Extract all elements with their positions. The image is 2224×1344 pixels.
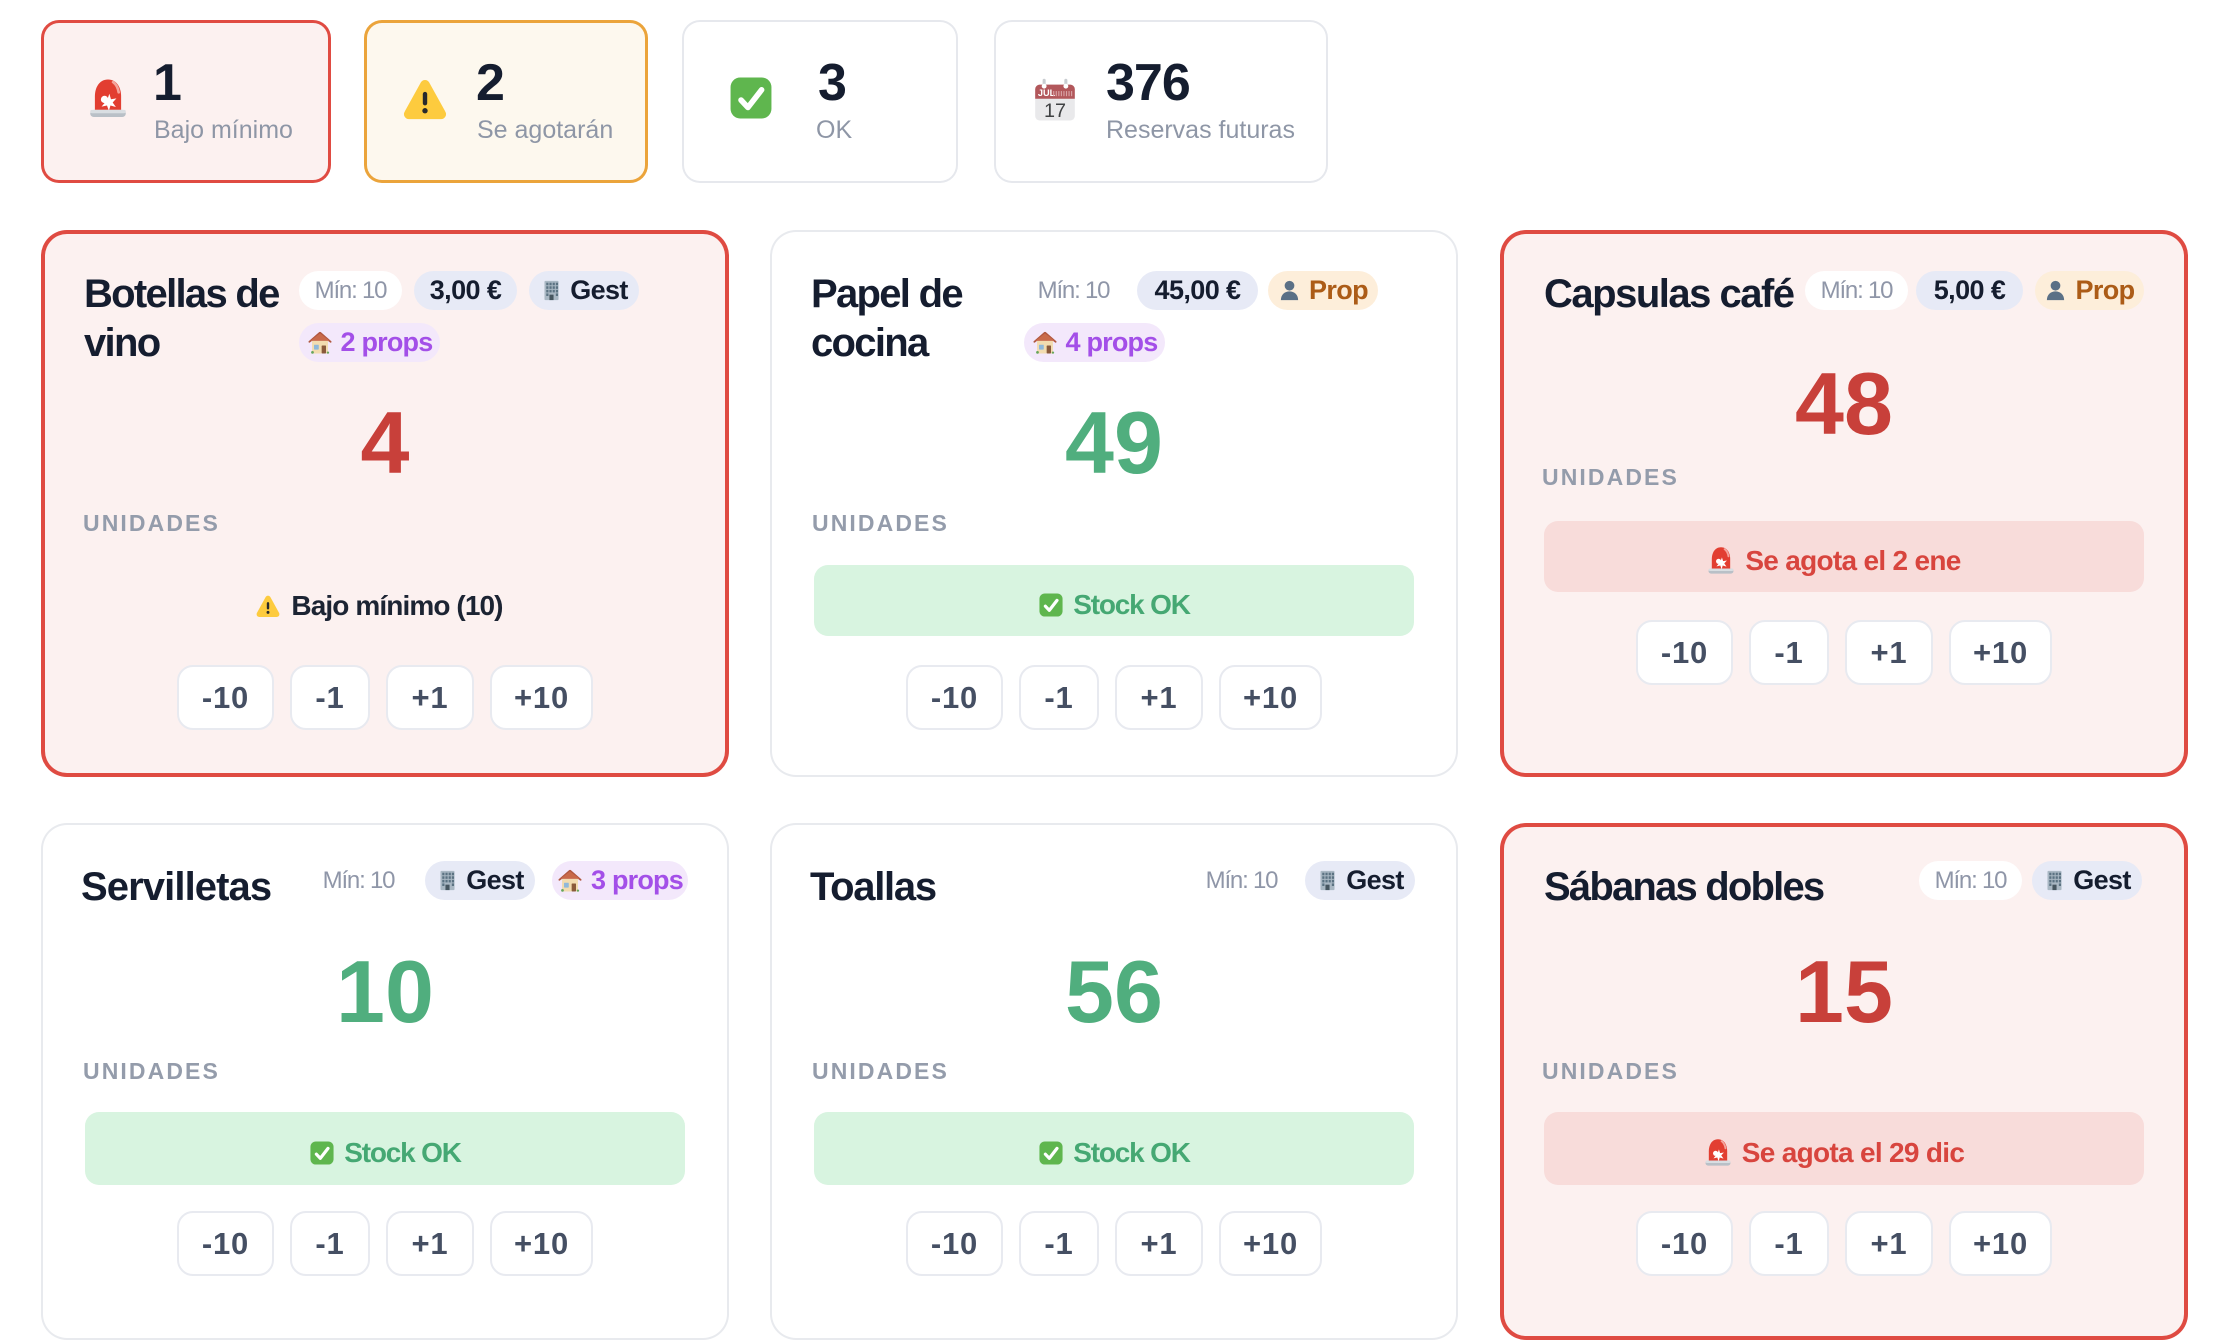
svg-text:JUL: JUL xyxy=(1038,88,1056,98)
svg-text:17: 17 xyxy=(1044,100,1066,122)
